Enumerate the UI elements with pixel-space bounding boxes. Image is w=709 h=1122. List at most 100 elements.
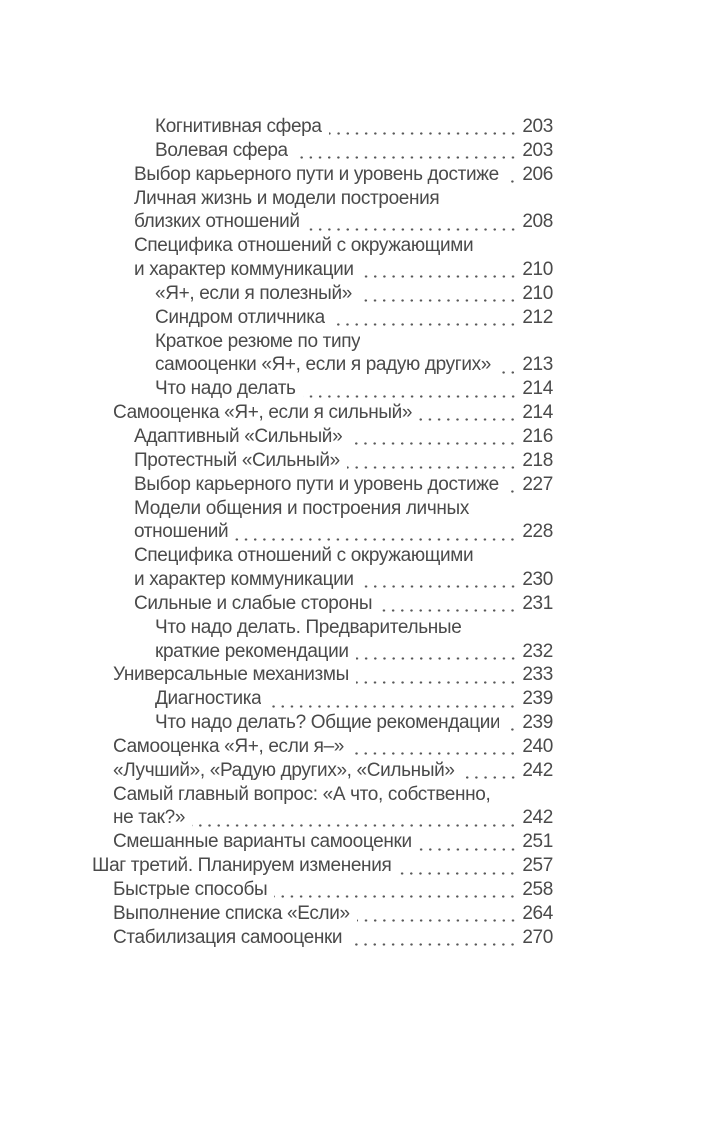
page-number: 214 (522, 402, 553, 424)
toc-entry-text: Специфика отношений с окружающими (134, 235, 474, 257)
dot-leader (346, 466, 518, 470)
toc-entry-text: Диагностика (155, 688, 262, 710)
toc-line: и характер коммуникации 230 (92, 569, 553, 593)
toc-entry-text: Шаг третий. Планируем изменения (92, 855, 392, 877)
dot-leader (192, 823, 518, 827)
toc-line: Специфика отношений с окружающими (92, 545, 553, 569)
dot-leader (398, 871, 518, 875)
page-number: 203 (522, 116, 553, 137)
toc-entry-text: Что надо делать (155, 378, 296, 400)
page-number: 242 (522, 759, 553, 781)
toc-entry-text: Самооценка «Я+, если я–» (113, 735, 345, 757)
toc-entry-text: Синдром отличника (155, 306, 325, 328)
dot-leader (360, 585, 518, 589)
toc-entry-text: краткие рекомендации (155, 640, 349, 662)
page-number: 203 (522, 139, 553, 161)
toc-line: Что надо делать 214 (92, 378, 553, 402)
dot-leader (349, 442, 518, 446)
toc-entry-text: Смешанные варианты самооценки (113, 831, 412, 853)
toc-entry-text: Адаптивный «Сильный» (134, 425, 343, 447)
toc-entry-text: Личная жизнь и модели построения (134, 187, 440, 209)
page-number: 239 (522, 688, 553, 710)
page-number: 227 (522, 473, 553, 495)
toc-line: краткие рекомендации 232 (92, 641, 553, 665)
page-number: 258 (522, 879, 553, 900)
toc-line: Адаптивный «Сильный» 216 (92, 426, 553, 450)
page-number: 208 (522, 211, 553, 233)
page-number: 232 (522, 640, 553, 662)
toc-entry-text: Выполнение списка «Если» (113, 902, 350, 924)
toc-line: Самооценка «Я+, если я–» 240 (92, 736, 553, 760)
toc-line: Самый главный вопрос: «А что, собственно… (92, 784, 553, 808)
dot-leader (235, 537, 518, 541)
page-number: 212 (522, 306, 553, 328)
toc-entry-text: Что надо делать? Общие рекомендации (155, 712, 500, 734)
page-number: 231 (522, 592, 553, 614)
page-number: 264 (522, 902, 553, 924)
toc-line: Волевая сфера 203 (92, 140, 553, 164)
toc-entry-text: Модели общения и построения личных (134, 497, 469, 519)
toc-entry-text: Что надо делать. Предварительные (155, 616, 462, 638)
dot-leader (328, 132, 518, 136)
dot-leader (302, 394, 518, 398)
toc-entry-text: близких отношений (134, 211, 300, 233)
page-number: 216 (522, 425, 553, 447)
toc-entry-text: Сильные и слабые стороны (134, 592, 373, 614)
dot-leader (349, 943, 518, 947)
toc-line: Сильные и слабые стороны 231 (92, 593, 553, 617)
dot-leader (351, 752, 518, 756)
dot-leader (506, 728, 518, 732)
page-number: 230 (522, 569, 553, 591)
toc-entry-text: не так?» (113, 807, 186, 829)
page-number: 270 (522, 926, 553, 948)
toc-entry-text: Краткое резюме по типу (155, 330, 361, 352)
toc-entry-text: Стабилизация самооценки (113, 926, 343, 948)
toc-line: Выполнение списка «Если» 264 (92, 903, 553, 927)
page-number: 242 (522, 807, 553, 829)
dot-leader (355, 680, 518, 684)
toc-line: Стабилизация самооценки 270 (92, 927, 553, 951)
toc-line: самооценки «Я+, если я радую других» 213 (92, 354, 553, 378)
dot-leader (379, 609, 518, 613)
dot-leader (418, 847, 518, 851)
toc-entry-text: Выбор карьерного пути и уровень достижен… (134, 163, 500, 185)
toc-line: Синдром отличника 212 (92, 307, 553, 331)
dot-leader (506, 490, 518, 493)
dot-leader (355, 656, 518, 660)
toc-line: Выбор карьерного пути и уровень достижен… (92, 164, 553, 188)
dot-leader (331, 323, 518, 327)
toc-entry-text: Протестный «Сильный» (134, 449, 340, 471)
page-number: 210 (522, 282, 553, 304)
toc-entry-text: Выбор карьерного пути и уровень достижен… (134, 473, 500, 495)
page-number: 228 (522, 521, 553, 543)
page-number: 218 (522, 449, 553, 471)
toc-entry-text: Волевая сфера (155, 139, 288, 161)
page-number: 251 (522, 831, 553, 853)
dot-leader (497, 370, 518, 374)
page-number: 239 (522, 712, 553, 734)
toc-line: и характер коммуникации 210 (92, 259, 553, 283)
dot-leader (274, 895, 518, 899)
toc-line: «Я+, если я полезный» 210 (92, 283, 553, 307)
page-number: 213 (522, 354, 553, 376)
toc-entry-text: отношений (134, 521, 229, 543)
toc-line: Протестный «Сильный» 218 (92, 450, 553, 474)
toc-line: Шаг третий. Планируем изменения 257 (92, 855, 553, 879)
toc-line: Краткое резюме по типу (92, 331, 553, 355)
dot-leader (356, 919, 518, 923)
toc-entry-text: Универсальные механизмы (113, 664, 349, 686)
dot-leader (306, 227, 518, 231)
toc-entry-text: Когнитивная сфера (155, 116, 322, 137)
toc-line: Самооценка «Я+, если я сильный» 214 (92, 402, 553, 426)
toc-entry-text: Специфика отношений с окружающими (134, 545, 474, 567)
dot-leader (268, 704, 518, 708)
toc-line: не так?» 242 (92, 807, 553, 831)
toc-entry-text: Самый главный вопрос: «А что, собственно… (113, 783, 491, 805)
toc-line: Когнитивная сфера 203 (92, 116, 553, 140)
toc-line: Модели общения и построения личных (92, 498, 553, 522)
toc-line: Что надо делать? Общие рекомендации 239 (92, 712, 553, 736)
toc-entry-text: Самооценка «Я+, если я сильный» (113, 402, 413, 424)
dot-leader (506, 180, 518, 184)
toc-line: близких отношений 208 (92, 211, 553, 235)
